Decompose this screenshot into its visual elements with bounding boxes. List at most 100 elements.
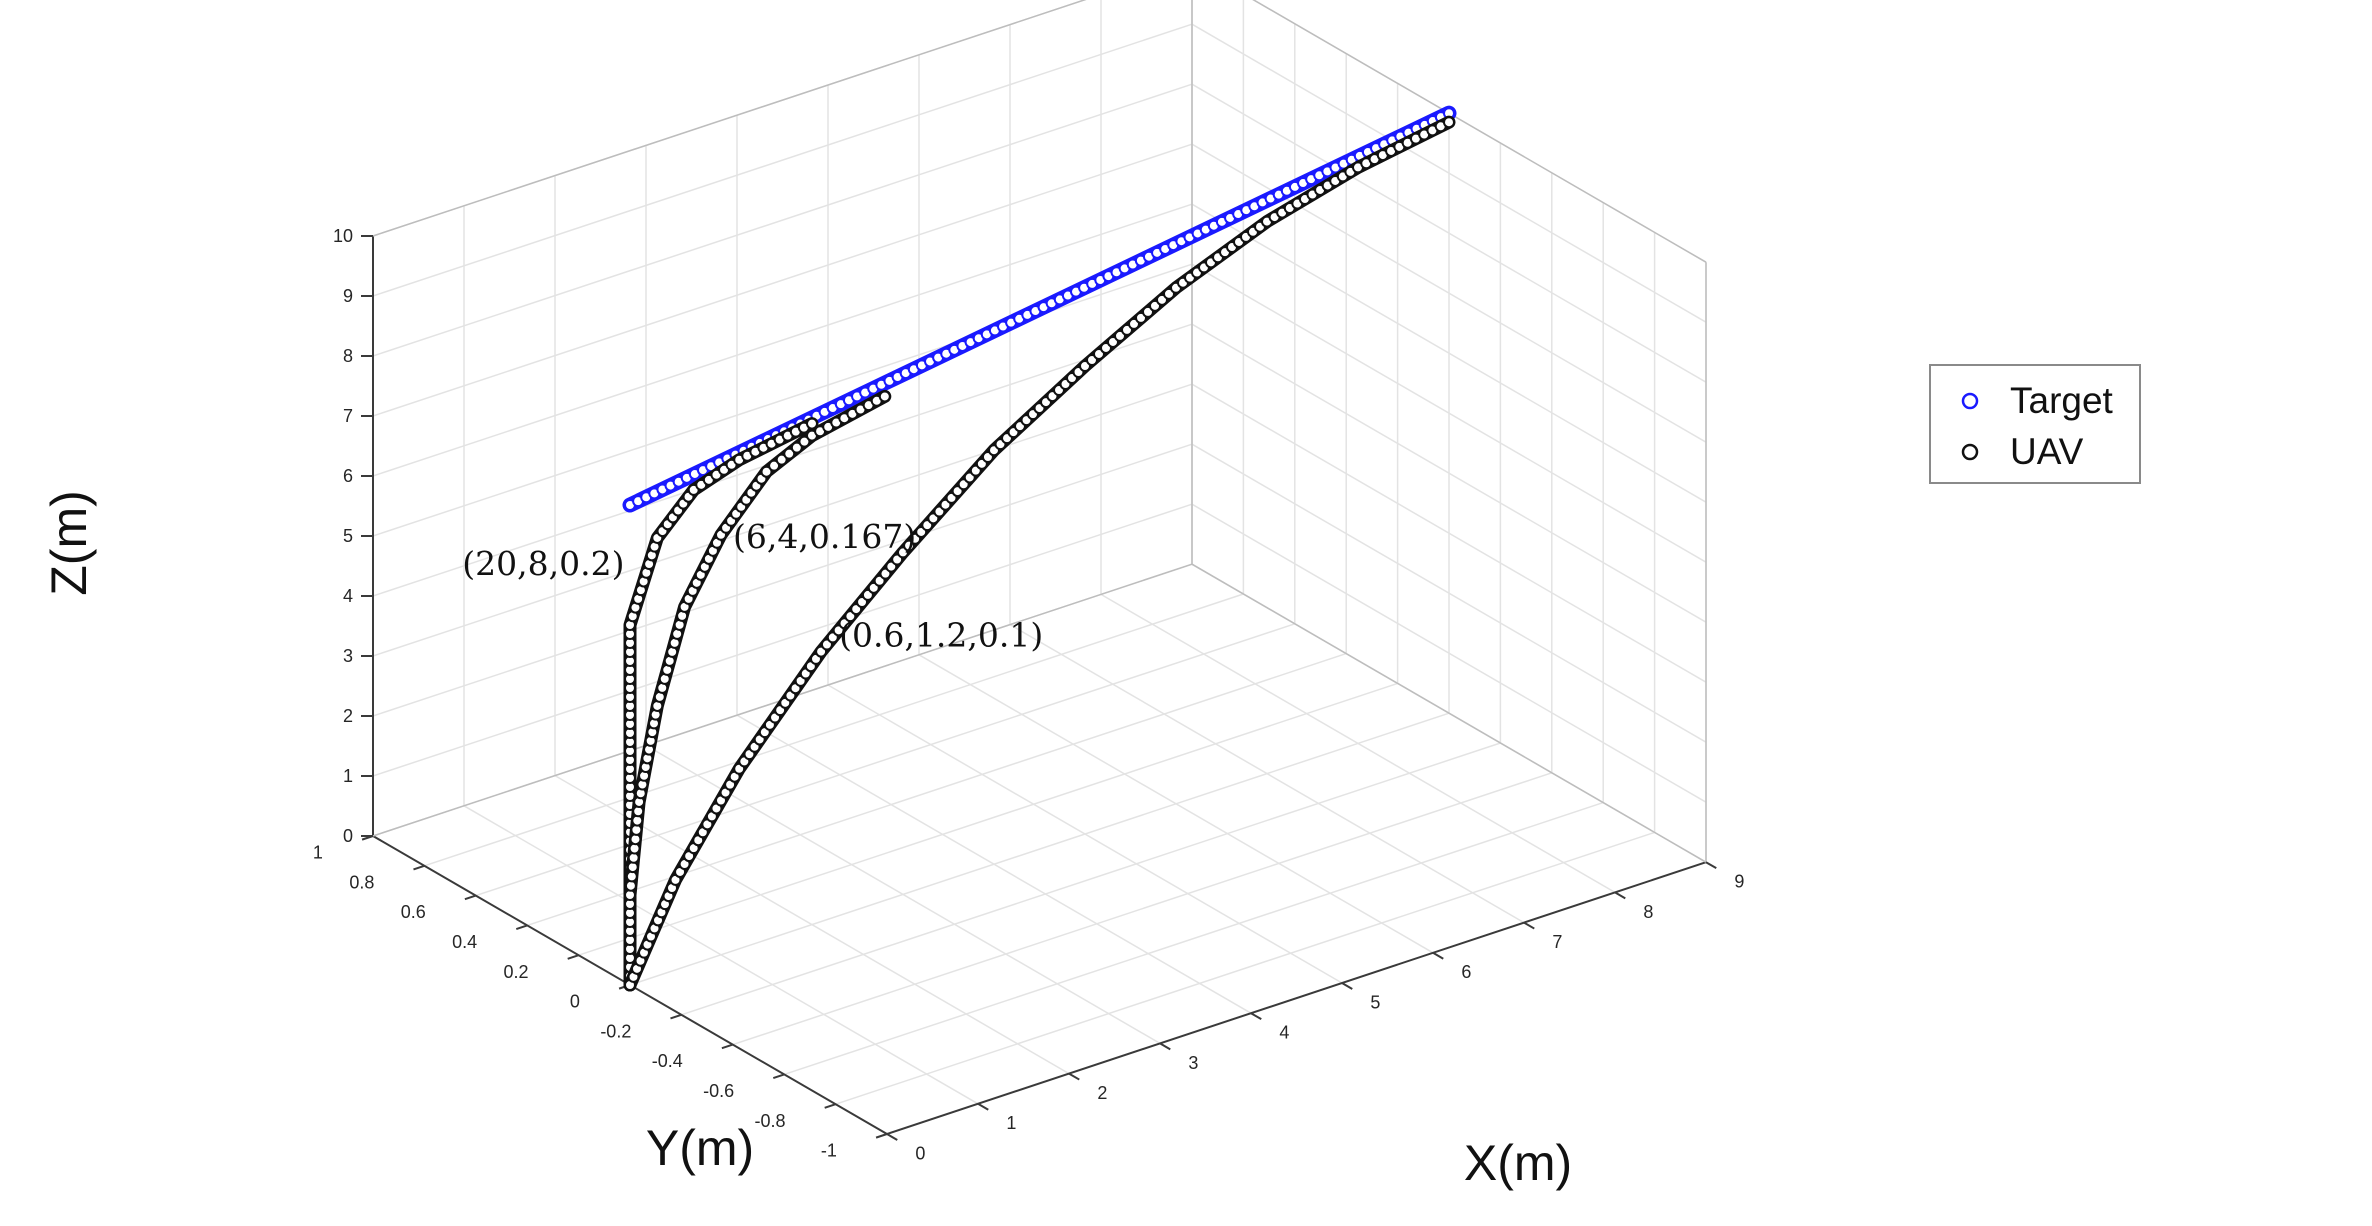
x-tick-label: 7: [1552, 932, 1562, 952]
grid-line: [372, 443, 1193, 717]
y-tick-label: 0.2: [504, 962, 529, 982]
x-tick-label: 1: [1006, 1113, 1016, 1133]
y-tick-mark: [515, 924, 528, 930]
grid-line: [629, 712, 1450, 986]
grid-line: [372, 203, 1193, 477]
y-tick-mark: [875, 1133, 888, 1139]
x-tick-label: 4: [1279, 1023, 1289, 1043]
series-group: [622, 105, 1457, 992]
y-tick-mark: [567, 954, 579, 960]
series-annotation: (0.6,1.2,0.1): [839, 616, 1043, 655]
z-tick-label: 7: [343, 406, 353, 426]
y-tick-mark: [824, 1103, 836, 1109]
grid-line: [783, 801, 1604, 1076]
grid-line: [372, 503, 1193, 777]
z-tick-label: 2: [343, 706, 353, 726]
x-tick-mark: [977, 1102, 989, 1111]
x-tick-mark: [1068, 1072, 1080, 1081]
grid-line: [1191, 263, 1707, 563]
y-tick-mark: [464, 894, 477, 901]
grid-line: [372, 143, 1193, 417]
z-tick-label: 9: [343, 286, 353, 306]
y-tick-mark: [413, 864, 425, 871]
z-tick-label: 0: [343, 826, 353, 846]
y-tick-mark: [772, 1073, 785, 1079]
legend-target-marker: [1961, 392, 1979, 410]
data-point: [760, 465, 773, 478]
annotations: (20,8,0.2) (6,4,0.167) (0.6,1.2,0.1): [462, 517, 1043, 655]
y-tick-mark: [670, 1013, 682, 1020]
grid-line: [372, 23, 1193, 297]
x-tick-mark: [886, 1133, 898, 1141]
box-edge: [1191, 563, 1707, 863]
grid-line: [372, 83, 1193, 357]
y-tick-label: 1: [313, 843, 323, 863]
grid-line: [1191, 383, 1707, 683]
grid-line: [1191, 203, 1707, 503]
y-tick-label: -0.4: [652, 1051, 683, 1071]
tick-labels: 0123456789-1-0.8-0.6-0.4-0.200.20.40.60.…: [313, 226, 1744, 1163]
y-tick-label: -0.2: [600, 1021, 631, 1041]
x-tick-mark: [1523, 921, 1535, 930]
data-point: [783, 447, 796, 460]
data-point: [878, 390, 891, 403]
x-tick-label: 2: [1097, 1083, 1107, 1103]
z-tick-label: 10: [333, 226, 353, 246]
grid-line: [1191, 443, 1707, 743]
grid-line: [732, 772, 1553, 1046]
grid-line: [424, 593, 1244, 867]
y-tick-label: -1: [821, 1141, 837, 1161]
x-tick-mark: [1432, 951, 1444, 960]
y-tick-label: -0.8: [755, 1111, 786, 1131]
y-tick-label: 0.8: [349, 872, 374, 892]
x-tick-label: 8: [1643, 902, 1653, 922]
series-annotation: (20,8,0.2): [462, 544, 624, 583]
legend-target-label: Target: [2010, 380, 2114, 421]
data-point: [1443, 116, 1455, 129]
x-tick-label: 3: [1188, 1053, 1198, 1073]
z-tick-label: 3: [343, 646, 353, 666]
z-tick-label: 1: [343, 766, 353, 786]
x-tick-mark: [1705, 861, 1717, 870]
legend: Target UAV: [1929, 364, 2141, 484]
legend-uav-label: UAV: [2010, 431, 2084, 472]
grid-line: [681, 742, 1501, 1016]
grid-line: [1191, 323, 1707, 623]
z-axis-title: Z(m): [41, 490, 97, 596]
y-axis-title: Y(m): [646, 1120, 754, 1176]
y-tick-label: -0.6: [703, 1081, 734, 1101]
y-tick-mark: [721, 1043, 734, 1050]
grid-line: [1191, 83, 1707, 383]
x-tick-mark: [1614, 891, 1626, 900]
x-tick-label: 9: [1734, 872, 1744, 892]
grid-line: [835, 831, 1655, 1105]
y-tick-label: 0: [570, 992, 580, 1012]
grid-line: [1191, 503, 1707, 803]
data-point: [775, 453, 788, 466]
data-point: [798, 435, 811, 448]
x-tick-mark: [1250, 1012, 1262, 1021]
y-tick-label: 0.4: [452, 932, 477, 952]
grid-line: [578, 682, 1398, 956]
grid-line: [372, 383, 1193, 657]
x-tick-label: 0: [915, 1143, 925, 1163]
z-tick-label: 4: [343, 586, 353, 606]
x-tick-label: 6: [1461, 962, 1471, 982]
back-wall-xz: [373, 0, 1192, 836]
legend-box: [1929, 364, 2141, 484]
z-tick-label: 8: [343, 346, 353, 366]
x-axis-title: X(m): [1464, 1135, 1572, 1191]
x-tick-mark: [1159, 1042, 1171, 1051]
x-tick-mark: [1341, 982, 1353, 990]
data-point: [768, 459, 781, 472]
series-annotation: (6,4,0.167): [733, 517, 916, 556]
z-tick-label: 5: [343, 526, 353, 546]
x-axis-line: [886, 861, 1707, 1135]
series-uav-3: [623, 115, 1456, 992]
y-tick-label: 0.6: [401, 902, 426, 922]
grid-line: [1191, 23, 1707, 323]
legend-uav-marker: [1961, 443, 1979, 461]
box-edge: [372, 0, 1087, 237]
